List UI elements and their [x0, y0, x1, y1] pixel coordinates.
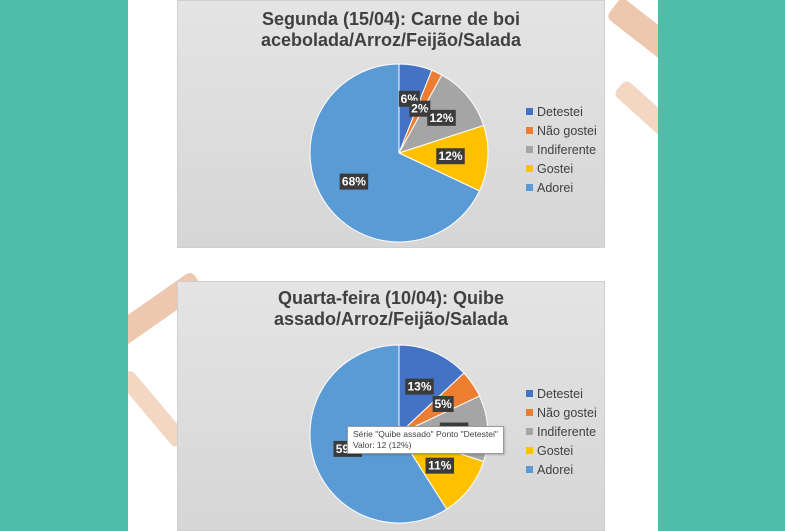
legend-label: Não gostei — [537, 123, 597, 138]
data-label-box — [427, 109, 456, 126]
legend-label: Adorei — [537, 180, 574, 195]
tooltip-line: Valor: 12 (12%) — [353, 440, 412, 450]
data-point-tooltip: Série "Quibe assado" Ponto "Detestei" Va… — [347, 426, 504, 454]
data-label-box — [436, 148, 465, 165]
legend-item[interactable]: Não gostei — [526, 121, 597, 140]
data-label-box — [432, 395, 454, 412]
data-label-text: 2% — [411, 102, 429, 116]
legend-label: Não gostei — [537, 405, 597, 420]
legend-label: Detestei — [537, 104, 583, 119]
data-label: 13% — [405, 378, 434, 395]
legend-swatch — [526, 390, 533, 397]
data-label-text: 12% — [430, 111, 454, 125]
legend-swatch — [526, 127, 533, 134]
data-label-box — [339, 173, 369, 190]
legend-item[interactable]: Gostei — [526, 441, 597, 460]
legend-label: Indiferente — [537, 142, 597, 157]
legend-item[interactable]: Indiferente — [526, 140, 597, 159]
legend-item[interactable]: Indiferente — [526, 422, 597, 441]
legend-label: Detestei — [537, 386, 583, 401]
legend-swatch — [526, 146, 533, 153]
pie-chart[interactable]: 6%2%12%12%68% — [178, 1, 606, 249]
chart-title: Quarta-feira (10/04): Quibe assado/Arroz… — [273, 288, 509, 329]
legend-item[interactable]: Adorei — [526, 460, 597, 479]
data-label-text: 11% — [428, 459, 452, 473]
data-label-box — [425, 457, 455, 474]
chart-legend: Detestei Não gostei Indiferente Gostei Adore… — [526, 384, 597, 479]
legend-swatch — [526, 466, 533, 473]
legend-item[interactable]: Gostei — [526, 159, 597, 178]
tooltip-line: Série "Quibe assado" Ponto "Detestei" — [353, 429, 498, 439]
legend-swatch — [526, 184, 533, 191]
legend-item[interactable]: Adorei — [526, 178, 597, 197]
data-label: 12% — [436, 148, 465, 165]
document-sheet: Segunda (15/04): Carne de boi acebolada/… — [128, 0, 658, 531]
legend-swatch — [526, 447, 533, 454]
legend-swatch — [526, 428, 533, 435]
data-label: 68% — [339, 173, 369, 190]
legend-item[interactable]: Detestei — [526, 384, 597, 403]
decorative-stroke — [613, 79, 658, 181]
pie-slice-adorei[interactable] — [309, 63, 481, 243]
legend-label: Adorei — [537, 462, 574, 477]
data-label: 11% — [425, 457, 455, 474]
legend-item[interactable]: Detestei — [526, 102, 597, 121]
data-label: 12% — [427, 109, 456, 126]
legend-label: Indiferente — [537, 424, 597, 439]
chart-title: Segunda (15/04): Carne de boi acebolada/… — [260, 9, 522, 50]
chart-legend: Detestei Não gostei Indiferente Gostei Adore… — [526, 102, 597, 197]
data-label: 2% — [409, 100, 431, 117]
data-label-text: 5% — [434, 397, 452, 411]
legend-label: Gostei — [537, 443, 574, 458]
data-label-text: 12% — [439, 149, 463, 163]
chart-panel-segunda[interactable]: Segunda (15/04): Carne de boi acebolada/… — [177, 0, 605, 248]
legend-swatch — [526, 409, 533, 416]
legend-item[interactable]: Não gostei — [526, 403, 597, 422]
legend-label: Gostei — [537, 161, 574, 176]
data-label-text: 68% — [342, 175, 366, 189]
data-label: 5% — [432, 395, 454, 412]
chart-panel-quarta[interactable]: Quarta-feira (10/04): Quibe assado/Arroz… — [177, 281, 605, 531]
legend-swatch — [526, 165, 533, 172]
data-label-box — [405, 378, 434, 395]
data-label-box — [409, 100, 431, 117]
data-label-text: 13% — [407, 380, 431, 394]
legend-swatch — [526, 108, 533, 115]
